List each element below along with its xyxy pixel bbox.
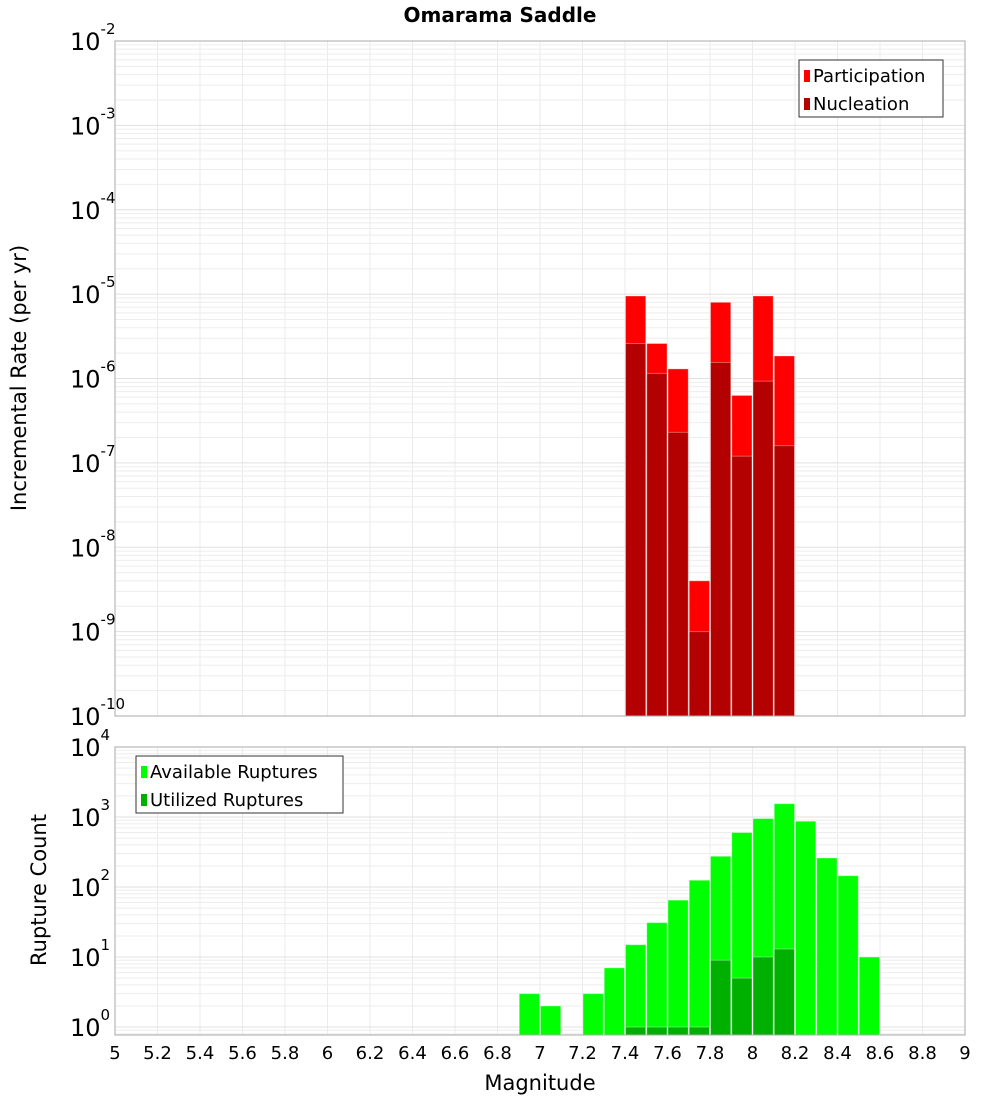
legend-swatch xyxy=(804,98,810,110)
y-tick-label: 10-7 xyxy=(70,442,116,478)
legend-box xyxy=(798,59,944,118)
bar-utilized-ruptures xyxy=(667,1026,689,1036)
x-tick-label: 7 xyxy=(534,1043,545,1064)
x-tick-label: 7.2 xyxy=(568,1043,597,1064)
legend-label: Available Ruptures xyxy=(150,762,318,783)
x-tick-label: 5.6 xyxy=(228,1043,257,1064)
bar-available-ruptures xyxy=(688,879,710,1036)
bar-utilized-ruptures xyxy=(710,959,732,1036)
x-tick-label: 6.8 xyxy=(483,1043,512,1064)
bar-nucleation xyxy=(710,361,732,717)
bar-available-ruptures xyxy=(795,820,817,1036)
plot-border xyxy=(114,40,966,717)
x-tick-label: 7.6 xyxy=(653,1043,682,1064)
bar-available-ruptures xyxy=(582,993,604,1036)
bar-utilized-ruptures xyxy=(688,1026,710,1036)
bar-nucleation xyxy=(667,431,689,717)
y-tick-label: 10-5 xyxy=(70,273,116,309)
bar-utilized-ruptures xyxy=(646,1026,668,1036)
bar-nucleation xyxy=(625,342,647,717)
bar-nucleation xyxy=(688,631,710,717)
x-tick-label: 8.8 xyxy=(908,1043,937,1064)
bar-utilized-ruptures xyxy=(731,977,753,1036)
bar-available-ruptures xyxy=(858,956,880,1036)
bar-nucleation xyxy=(773,445,795,717)
y-tick-label: 10-9 xyxy=(70,611,116,647)
legend-label: Utilized Ruptures xyxy=(150,790,303,811)
y-tick-label: 104 xyxy=(70,726,110,762)
x-tick-label: 6.4 xyxy=(398,1043,427,1064)
y-tick-label: 102 xyxy=(70,866,110,902)
top-y-axis-label: Incremental Rate (per yr) xyxy=(7,245,31,511)
bar-available-ruptures xyxy=(625,944,647,1036)
x-tick-label: 5.2 xyxy=(143,1043,172,1064)
x-tick-label: 8 xyxy=(747,1043,758,1064)
bar-utilized-ruptures xyxy=(625,1026,647,1036)
x-tick-label: 7.8 xyxy=(696,1043,725,1064)
x-tick-label: 8.2 xyxy=(781,1043,810,1064)
x-tick-label: 9 xyxy=(959,1043,970,1064)
legend-label: Nucleation xyxy=(813,94,909,115)
legend-swatch xyxy=(141,766,147,778)
y-tick-label: 10-4 xyxy=(70,189,116,225)
y-tick-label: 10-6 xyxy=(70,358,116,394)
y-tick-label: 10-3 xyxy=(70,104,116,140)
y-tick-label: 10-2 xyxy=(70,20,116,56)
x-tick-label: 5 xyxy=(109,1043,120,1064)
bottom-y-axis-label: Rupture Count xyxy=(27,814,51,966)
bar-available-ruptures xyxy=(540,1005,562,1036)
plot-border xyxy=(114,746,966,1036)
x-tick-label: 7.4 xyxy=(611,1043,640,1064)
legend-swatch xyxy=(804,70,810,82)
bar-utilized-ruptures xyxy=(752,956,774,1036)
x-tick-label: 6.6 xyxy=(441,1043,470,1064)
bar-available-ruptures xyxy=(816,857,838,1036)
legend-box xyxy=(135,755,344,814)
bar-available-ruptures xyxy=(603,967,625,1036)
top-plot: 10-10 10-9 10-8 10-7 10-6 10-5 10-4 10-3 10-2 Par… xyxy=(70,20,966,731)
chart-title: Omarama Saddle xyxy=(404,3,597,27)
legend-label: Participation xyxy=(813,66,925,87)
x-tick-label: 6.2 xyxy=(356,1043,385,1064)
y-tick-label: 10-10 xyxy=(70,695,125,731)
legend-swatch xyxy=(141,794,147,806)
y-tick-label: 103 xyxy=(70,796,110,832)
bar-utilized-ruptures xyxy=(773,948,795,1036)
x-tick-label: 5.4 xyxy=(186,1043,215,1064)
y-tick-label: 100 xyxy=(70,1006,110,1042)
x-tick-label: 5.8 xyxy=(271,1043,300,1064)
x-tick-label: 8.4 xyxy=(823,1043,852,1064)
bar-available-ruptures xyxy=(646,922,668,1036)
bar-nucleation xyxy=(646,372,668,717)
bar-nucleation xyxy=(752,380,774,717)
bar-available-ruptures xyxy=(518,993,540,1036)
y-tick-label: 101 xyxy=(70,936,110,972)
bar-available-ruptures xyxy=(667,899,689,1036)
x-axis-label: Magnitude xyxy=(484,1071,595,1095)
y-tick-label: 10-8 xyxy=(70,526,116,562)
x-tick-label: 8.6 xyxy=(866,1043,895,1064)
x-tick-label: 6 xyxy=(322,1043,333,1064)
bar-available-ruptures xyxy=(837,875,859,1036)
bottom-plot: 100 101 102 103 104 5 5.2 5.4 5.6 5.8 6 6.2 6.4 6.6 6.… xyxy=(70,726,971,1064)
bar-nucleation xyxy=(731,455,753,717)
